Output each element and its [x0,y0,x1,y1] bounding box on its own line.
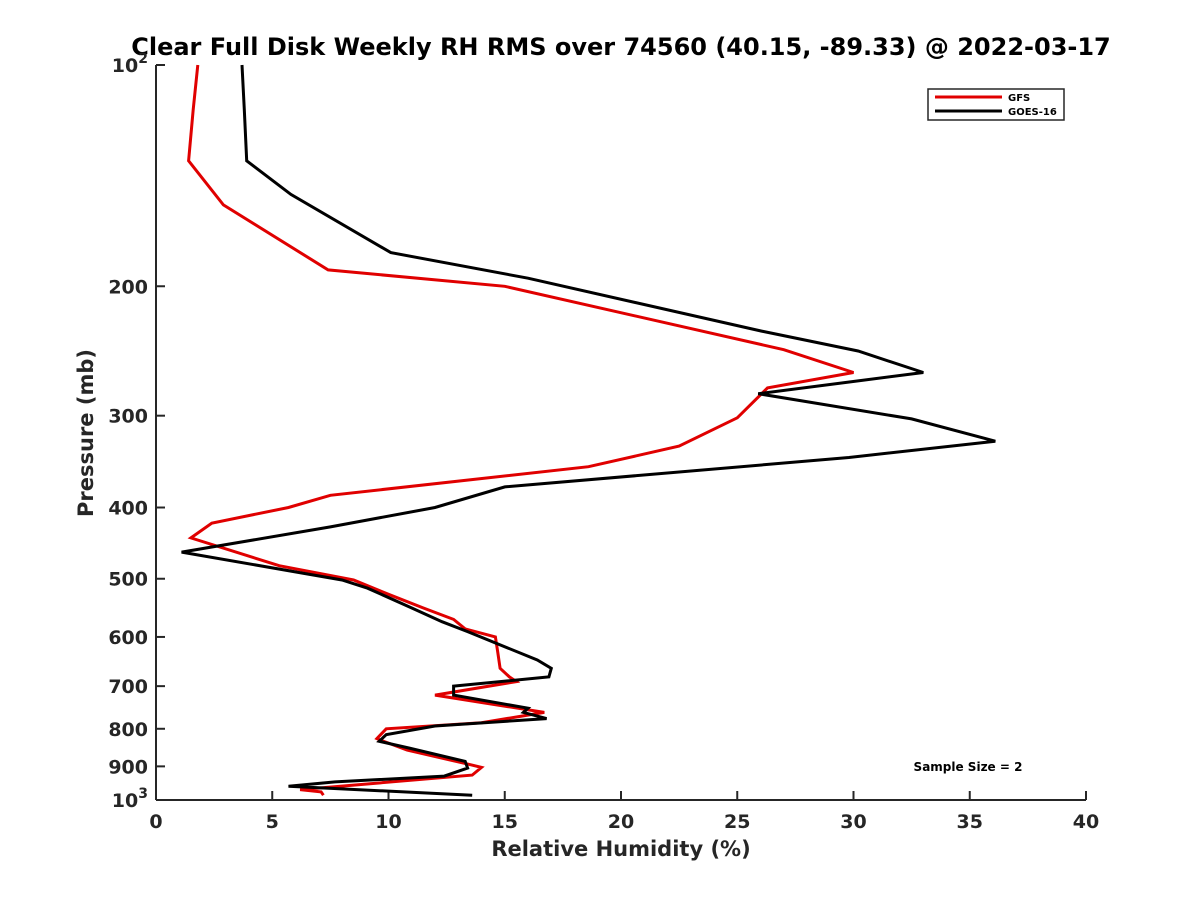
series-line-gfs [187,64,854,797]
sample-size-annotation: Sample Size = 2 [914,760,1023,774]
legend-box [927,88,1065,121]
y-tick-label: 400 [108,498,148,520]
y-tick-label: 200 [108,276,148,298]
series-line-goes16 [181,64,996,797]
x-tick-label: 20 [608,811,634,833]
y-tick-label: 800 [108,719,148,741]
axes-frame [155,65,1086,801]
legend-label-goes16: GOES-16 [1008,107,1057,118]
y-tick-label: 103 [112,786,148,812]
x-tick-label: 35 [957,811,983,833]
x-ticks: 0 5 10 15 20 25 30 35 40 [149,791,1099,833]
x-axis-label: Relative Humidity (%) [491,837,750,861]
y-tick-label: 300 [108,406,148,428]
x-tick-label: 40 [1073,811,1099,833]
x-tick-label: 0 [149,811,162,833]
y-tick-label: 500 [108,569,148,591]
y-tick-label: 900 [108,756,148,778]
y-axis-label: Pressure (mb) [74,349,98,517]
y-ticks: 102 200 300 400 500 600 700 800 900 103 [108,51,165,812]
x-tick-label: 25 [724,811,750,833]
series-layer [181,64,996,797]
x-tick-label: 5 [266,811,279,833]
x-tick-label: 15 [492,811,518,833]
legend: GFS GOES-16 [927,88,1065,121]
legend-label-gfs: GFS [1008,93,1030,104]
y-tick-label: 102 [112,51,148,77]
x-tick-label: 10 [375,811,401,833]
y-tick-label: 600 [108,627,148,649]
chart-title: Clear Full Disk Weekly RH RMS over 74560… [131,33,1111,61]
y-tick-label: 700 [108,676,148,698]
x-tick-label: 30 [840,811,866,833]
